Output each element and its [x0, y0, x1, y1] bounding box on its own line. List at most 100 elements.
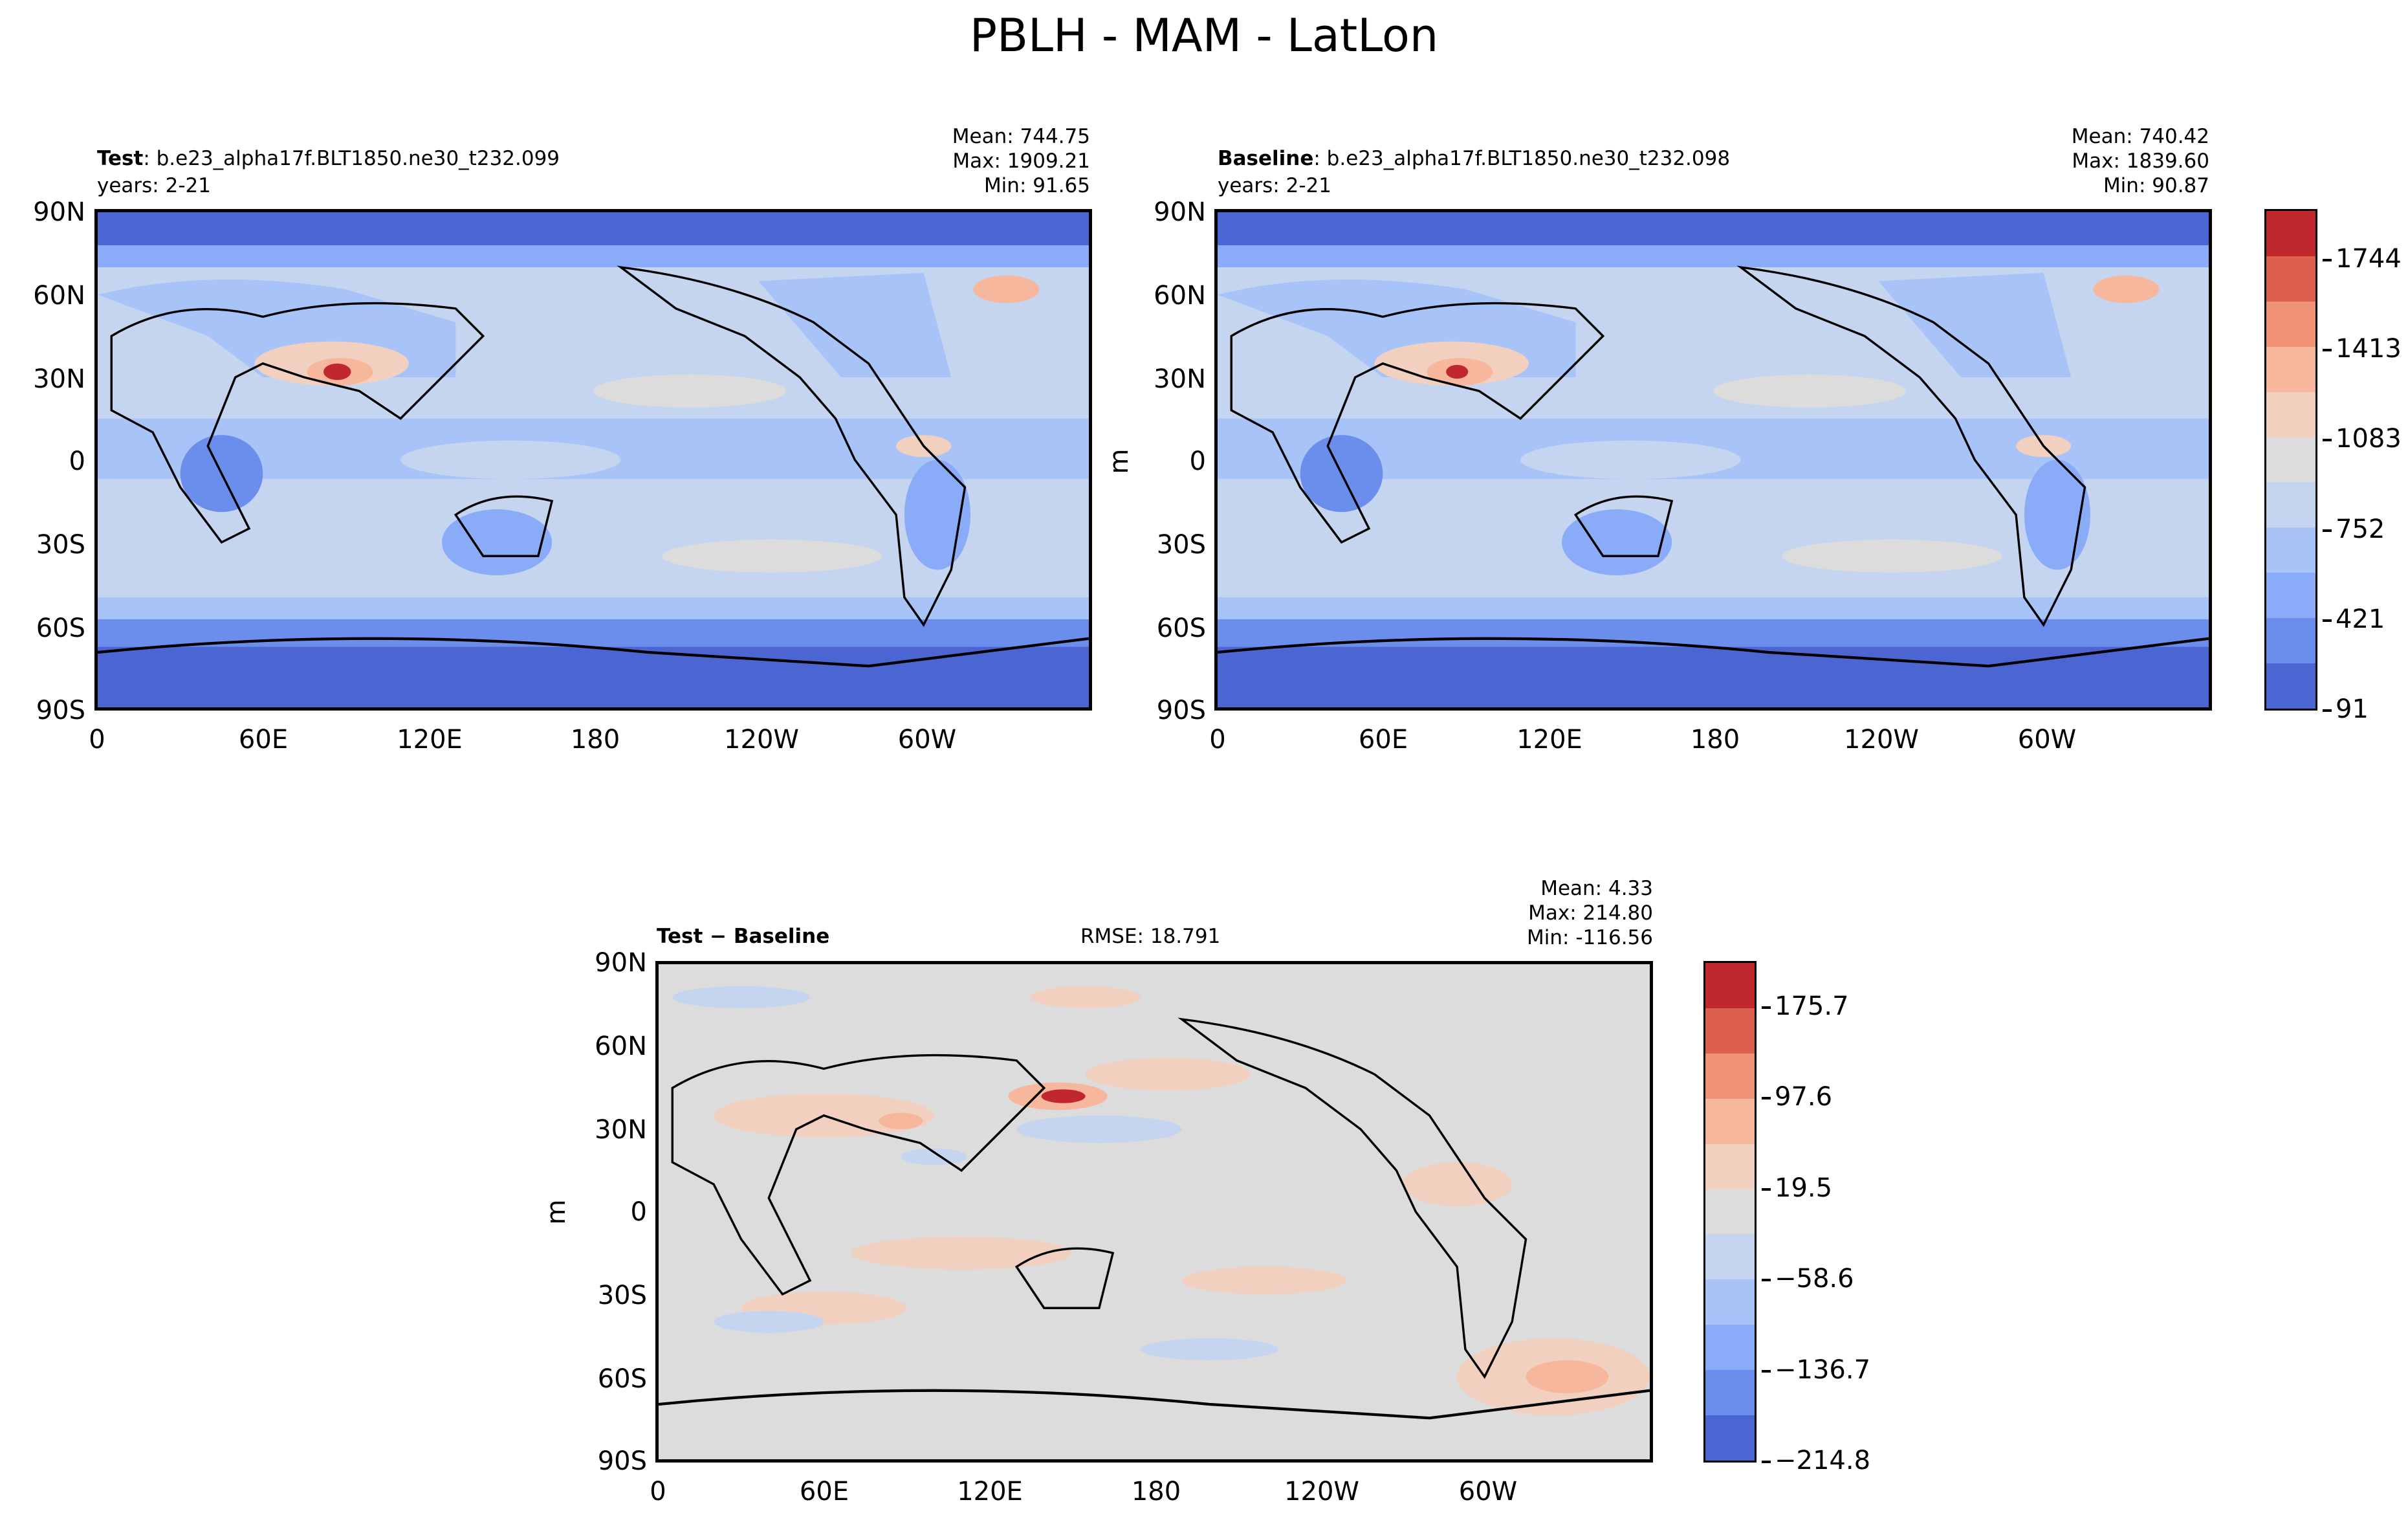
diff-stat-mean: Mean: 4.33 — [1540, 877, 1653, 900]
diff-rmse: RMSE: 18.791 — [1080, 925, 1221, 948]
colorbar-band — [2266, 618, 2315, 664]
test-lon-tick: 60W — [897, 725, 957, 755]
test-lat-tick: 60N — [33, 281, 85, 311]
colorbar-top-tick: 1413 — [2323, 334, 2402, 364]
colorbar-diff-tick: −58.6 — [1762, 1264, 1854, 1294]
test-lon-tick: 0 — [89, 725, 105, 755]
colorbar-diff — [1703, 961, 1757, 1463]
diff-lat-tick: 30N — [595, 1115, 647, 1145]
test-label: Test: b.e23_alpha17f.BLT1850.ne30_t232.0… — [97, 148, 560, 170]
baseline-label-bold: Baseline — [1218, 147, 1314, 170]
diff-lon-tick: 180 — [1131, 1477, 1181, 1507]
colorbar-top-tick: 1083 — [2323, 424, 2402, 454]
colorbar-band — [1705, 1370, 1755, 1416]
baseline-map — [1214, 209, 2212, 711]
baseline-lat-tick: 30S — [1156, 530, 1206, 560]
test-map-field — [98, 212, 1089, 707]
colorbar-band — [2266, 256, 2315, 302]
diff-lat-tick: 60N — [595, 1032, 647, 1061]
colorbar-band — [1705, 1325, 1755, 1371]
colorbar-diff-tick: 97.6 — [1761, 1082, 1833, 1112]
colorbar-band — [1705, 1053, 1755, 1099]
baseline-years: years: 2-21 — [1218, 174, 1331, 197]
colorbar-diff-tick: −136.7 — [1761, 1355, 1871, 1385]
test-lat-tick: 60S — [36, 613, 85, 643]
diff-lon-tick: 60E — [799, 1477, 849, 1507]
baseline-lat-tick: 0 — [1189, 447, 1206, 476]
baseline-lat-tick: 60S — [1156, 613, 1206, 643]
test-lon-tick: 60E — [238, 725, 289, 755]
colorbar-band — [2266, 301, 2315, 347]
colorbar-band — [1705, 1143, 1755, 1189]
diff-lat-tick: 90N — [595, 948, 647, 978]
baseline-label: Baseline: b.e23_alpha17f.BLT1850.ne30_t2… — [1218, 148, 1730, 170]
colorbar-diff-tick: −214.8 — [1761, 1446, 1871, 1475]
diff-lon-tick: 60W — [1458, 1477, 1518, 1507]
baseline-lat-tick: 90N — [1154, 197, 1206, 227]
colorbar-band — [2266, 527, 2315, 573]
baseline-lon-tick: 60E — [1358, 725, 1408, 755]
baseline-y-axis-label: m — [1104, 448, 1134, 474]
diff-lon-tick: 120E — [957, 1477, 1023, 1507]
test-label-bold: Test — [97, 147, 144, 170]
diff-label: Test − Baseline — [657, 925, 830, 948]
baseline-lon-tick: 60W — [2017, 725, 2077, 755]
colorbar-band — [1705, 1279, 1755, 1325]
baseline-lat-tick: 90S — [1156, 696, 1206, 725]
test-lon-tick: 120E — [397, 725, 463, 755]
test-lat-tick: 0 — [69, 447, 85, 476]
baseline-lon-tick: 120W — [1844, 725, 1919, 755]
colorbar-top-tick: 91 — [2323, 694, 2369, 724]
colorbar-band — [2266, 482, 2315, 528]
colorbar-band — [1705, 1008, 1755, 1054]
colorbar-top — [2264, 209, 2317, 711]
diff-lat-tick: 90S — [597, 1446, 647, 1476]
diff-lat-tick: 30S — [597, 1281, 647, 1310]
diff-map — [655, 961, 1653, 1463]
baseline-map-field — [1218, 212, 2209, 707]
baseline-lon-tick: 180 — [1690, 725, 1740, 755]
colorbar-band — [1705, 1189, 1755, 1235]
colorbar-band — [2266, 663, 2315, 709]
test-lon-tick: 120W — [724, 725, 799, 755]
colorbar-band — [2266, 346, 2315, 392]
test-stat-mean: Mean: 744.75 — [952, 125, 1090, 148]
test-stat-max: Max: 1909.21 — [952, 149, 1090, 173]
diff-lon-tick: 120W — [1284, 1477, 1359, 1507]
colorbar-diff-tick: 175.7 — [1762, 991, 1849, 1021]
colorbar-band — [2266, 211, 2315, 256]
colorbar-band — [1705, 1098, 1755, 1144]
diff-stat-min: Min: -116.56 — [1527, 926, 1653, 949]
test-years: years: 2-21 — [97, 174, 211, 197]
test-map — [94, 209, 1092, 711]
diff-stat-max: Max: 214.80 — [1528, 901, 1653, 925]
colorbar-band — [1705, 1415, 1755, 1461]
diff-lat-tick: 0 — [630, 1197, 647, 1227]
colorbar-top-tick: 752 — [2322, 514, 2385, 544]
colorbar-top-tick: 1744 — [2323, 244, 2402, 274]
diff-map-field — [659, 964, 1650, 1459]
colorbar-band — [2266, 392, 2315, 437]
test-lat-tick: 90S — [36, 696, 85, 725]
colorbar-band — [1705, 1234, 1755, 1280]
test-lat-tick: 30N — [33, 364, 85, 394]
baseline-lon-tick: 120E — [1516, 725, 1582, 755]
test-label-case: : b.e23_alpha17f.BLT1850.ne30_t232.099 — [143, 147, 560, 170]
diff-lon-tick: 0 — [650, 1477, 666, 1507]
baseline-stat-mean: Mean: 740.42 — [2071, 125, 2209, 148]
colorbar-diff-tick: 19.5 — [1761, 1173, 1833, 1203]
colorbar-top-tick: 421 — [2322, 604, 2385, 634]
baseline-stat-min: Min: 90.87 — [2103, 174, 2209, 197]
baseline-lon-tick: 0 — [1209, 725, 1226, 755]
colorbar-band — [2266, 437, 2315, 483]
baseline-lat-tick: 60N — [1154, 281, 1206, 311]
test-stat-min: Min: 91.65 — [983, 174, 1090, 197]
colorbar-band — [1705, 963, 1755, 1008]
figure-title: PBLH - MAM - LatLon — [969, 9, 1439, 62]
test-lat-tick: 90N — [33, 197, 85, 227]
colorbar-band — [2266, 573, 2315, 619]
test-lon-tick: 180 — [570, 725, 620, 755]
test-lat-tick: 30S — [36, 530, 85, 560]
baseline-stat-max: Max: 1839.60 — [2072, 149, 2209, 173]
diff-lat-tick: 60S — [597, 1364, 647, 1394]
